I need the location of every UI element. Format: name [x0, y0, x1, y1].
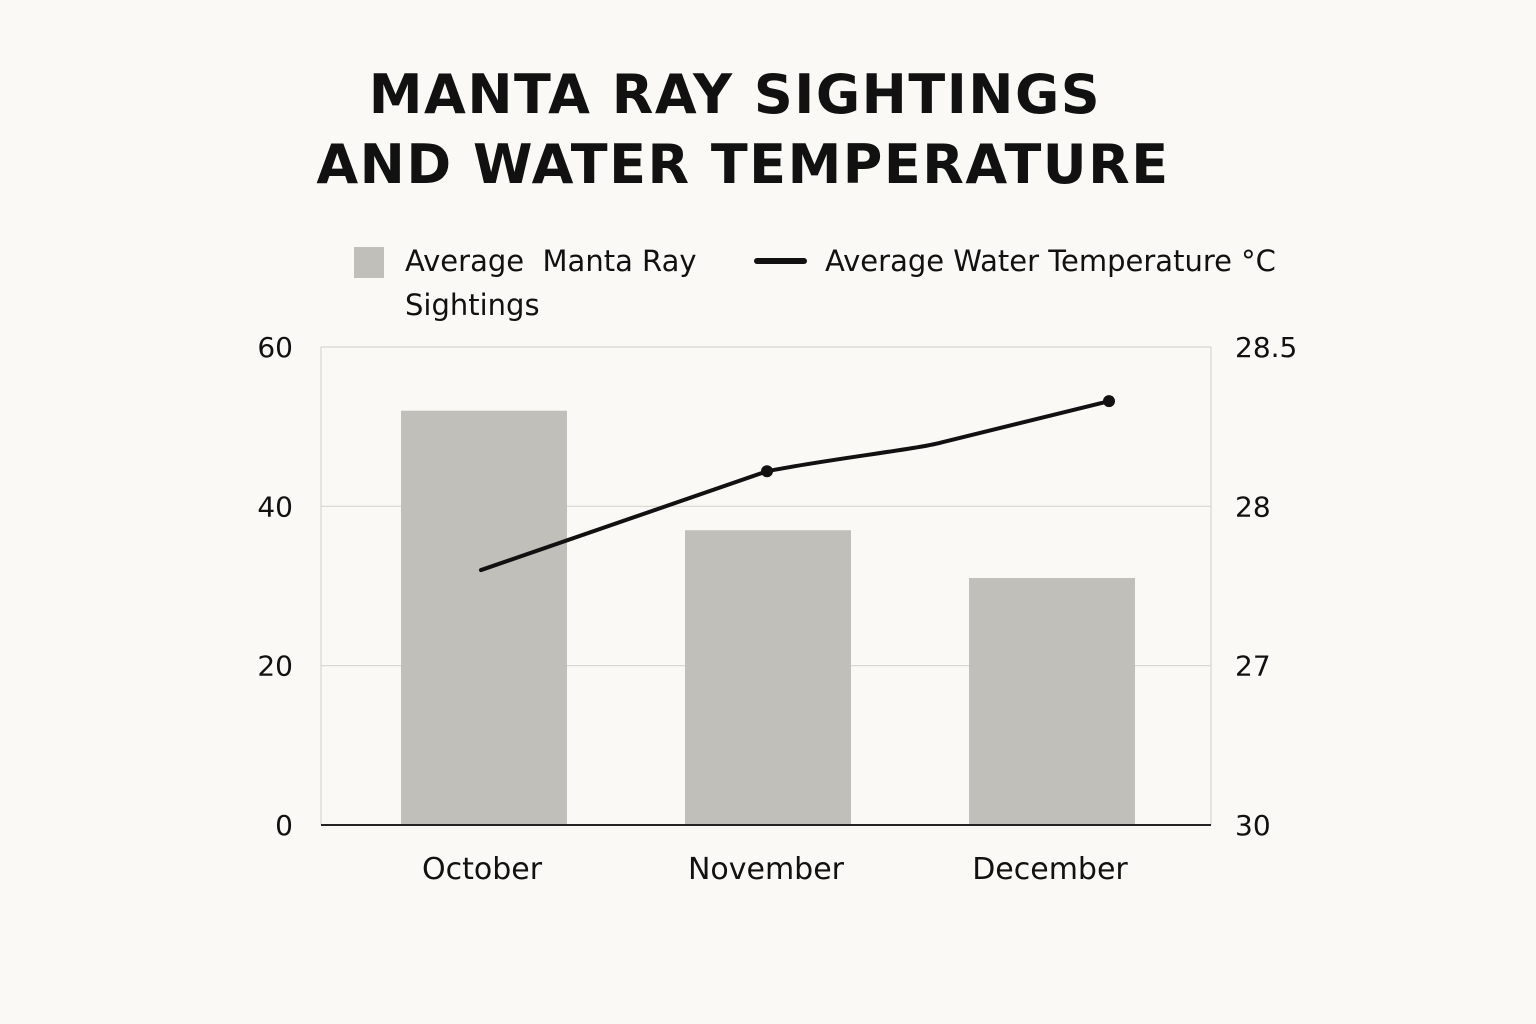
bar-november: [685, 530, 851, 825]
bar-december: [969, 578, 1135, 825]
legend-swatch-sightings: [354, 247, 384, 278]
bars: [401, 410, 1135, 825]
axes: [320, 347, 1212, 826]
left-tick-label: 60: [257, 331, 293, 364]
bar-october: [401, 410, 567, 825]
left-tick-label: 40: [257, 490, 293, 523]
temperature-point-november: [761, 465, 773, 478]
category-label-october: October: [422, 852, 543, 887]
legend-label-sightings-line-2: Sightings: [405, 288, 540, 322]
legend-label-sightings-line-1: Average Manta Ray: [405, 244, 697, 278]
tick-labels: 0 30 20 27 40 28 60 28.5: [257, 331, 1297, 842]
category-label-december: December: [972, 852, 1128, 887]
temperature-point-december: [1103, 395, 1115, 408]
right-tick-label: 28.5: [1235, 331, 1297, 364]
right-tick-label: 27: [1235, 650, 1271, 683]
legend: Average Manta Ray Sightings Average Wate…: [354, 244, 1276, 322]
category-label-november: November: [688, 852, 845, 887]
temperature-line: [479, 395, 1115, 573]
category-labels: October November December: [422, 852, 1128, 887]
left-tick-label: 20: [257, 650, 293, 683]
right-tick-label: 30: [1235, 809, 1271, 842]
legend-label-temperature: Average Water Temperature °C: [825, 244, 1276, 278]
right-tick-label: 28: [1235, 490, 1271, 523]
chart-title-line-1: MANTA RAY SIGHTINGS: [369, 63, 1101, 126]
chart-title-line-2: AND WATER TEMPERATURE: [316, 133, 1169, 196]
left-tick-label: 0: [275, 809, 293, 842]
temperature-line-path: [479, 399, 1111, 573]
